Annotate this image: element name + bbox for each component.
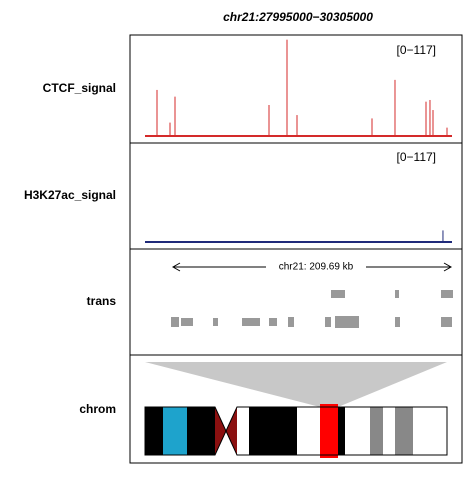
panels	[129, 34, 463, 464]
title: chr21:27995000−30305000	[223, 10, 373, 24]
zoom-shade	[145, 362, 447, 407]
ideogram	[144, 404, 448, 458]
ruler-label-bg	[266, 260, 366, 274]
panel	[129, 354, 463, 464]
track-label: chrom	[79, 402, 116, 416]
track-label: trans	[87, 294, 117, 308]
transcripts	[171, 290, 453, 328]
range-label: [0−117]	[397, 150, 436, 164]
range-label: [0−117]	[397, 43, 436, 57]
track-label: H3K27ac_signal	[24, 188, 116, 202]
ruler-label: chr21: 209.69 kb	[279, 262, 354, 273]
track-label: CTCF_signal	[43, 81, 116, 95]
ruler-arrows	[171, 262, 453, 272]
